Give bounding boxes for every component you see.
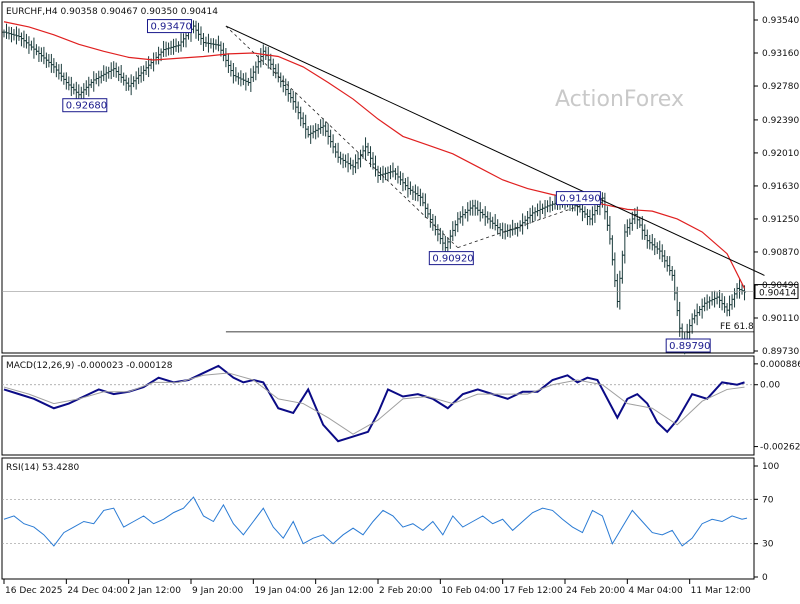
projection-dashed-line <box>457 197 603 248</box>
price-bars <box>2 19 747 355</box>
price-y-label: 0.92390 <box>762 116 799 126</box>
macd-header: MACD(12,26,9) -0.000023 -0.000128 <box>6 361 173 371</box>
x-axis-label: 11 Mar 12:00 <box>691 586 751 596</box>
price-y-label: 0.90870 <box>762 248 799 258</box>
x-axis-label: 19 Jan 04:00 <box>254 586 311 596</box>
price-callout-label: 0.90920 <box>432 254 473 265</box>
x-axis-label: 2 Jan 12:00 <box>130 586 182 596</box>
macd-y-label: 0.00 <box>760 381 780 391</box>
price-y-label: 0.91630 <box>762 182 799 192</box>
price-callout-box <box>146 19 192 34</box>
price-y-label: 0.92010 <box>762 149 799 159</box>
price-y-label: 0.93540 <box>762 16 799 26</box>
x-axis-label: 4 Mar 04:00 <box>628 586 683 596</box>
watermark: ActionForex <box>555 87 684 112</box>
price-y-label: 0.91250 <box>762 215 799 225</box>
rsi-y-label: 70 <box>762 495 774 505</box>
rsi-line <box>3 496 748 547</box>
price-callout-label: 0.92680 <box>66 101 107 112</box>
x-axis-label: 10 Feb 04:00 <box>441 586 500 596</box>
fe-label: FE 61.8 <box>720 322 754 332</box>
price-header: EURCHF,H4 0.90358 0.90467 0.90350 0.9041… <box>6 7 218 17</box>
macd-signal-line <box>3 372 745 435</box>
price-callout-box <box>555 191 601 206</box>
macd-panel <box>1 355 755 456</box>
x-axis-label: 24 Feb 20:00 <box>566 586 625 596</box>
price-callout-label: 0.91490 <box>559 194 600 205</box>
x-axis-label: 2 Feb 20:00 <box>379 586 433 596</box>
price-callout-label: 0.89790 <box>669 341 710 352</box>
x-axis-label: 16 Dec 2025 <box>5 586 63 596</box>
x-axis-label: 9 Jan 20:00 <box>192 586 244 596</box>
x-axis-label: 17 Feb 12:00 <box>504 586 563 596</box>
price-y-label: 0.89730 <box>762 347 799 357</box>
rsi-y-label: 100 <box>762 462 779 472</box>
price-y-label: 0.90110 <box>762 314 799 324</box>
rsi-y-label: 30 <box>762 540 774 550</box>
price-callout-box <box>428 251 474 266</box>
price-y-label: 0.90490 <box>762 281 799 291</box>
price-y-label: 0.93160 <box>762 49 799 59</box>
price-callout-label: 0.93470 <box>150 22 191 33</box>
macd-y-label: -0.002627 <box>760 443 800 453</box>
x-axis-label: 26 Jan 12:00 <box>317 586 374 596</box>
rsi-header: RSI(14) 53.4280 <box>6 463 79 473</box>
moving-average-line <box>3 21 746 289</box>
last-price-tag <box>754 284 799 300</box>
macd-y-label: 0.000886 <box>760 360 800 370</box>
price-callout-box <box>665 338 711 353</box>
price-y-label: 0.92780 <box>762 82 799 92</box>
price-callout-box <box>62 98 108 113</box>
rsi-y-label: 0 <box>762 573 768 583</box>
last-price-text: 0.90414 <box>759 289 796 299</box>
x-axis-label: 24 Dec 04:00 <box>67 586 128 596</box>
rsi-panel <box>1 457 755 580</box>
trend-line <box>225 25 765 276</box>
